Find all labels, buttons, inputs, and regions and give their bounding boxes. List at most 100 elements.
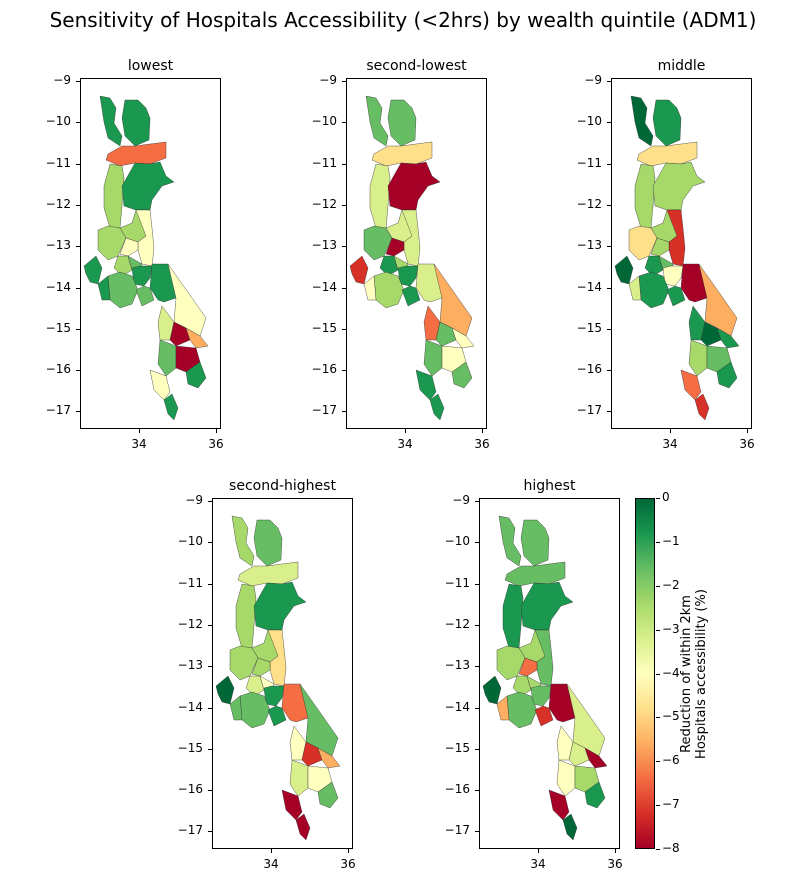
y-tick-label: −16 <box>444 782 470 797</box>
y-tick-label: −10 <box>576 114 602 129</box>
y-tick-mark <box>76 204 80 206</box>
colorbar-tick-label: −2 <box>662 577 680 592</box>
y-tick-label: −11 <box>45 155 71 170</box>
y-tick-mark <box>342 246 346 248</box>
district-region <box>652 161 706 211</box>
district-region <box>716 327 740 349</box>
district-region <box>289 759 309 797</box>
map-panel-highest: highest −9 −10 −11 −12 −13 −14 −15 −16 −17 34 36 <box>445 478 623 871</box>
district-region <box>317 747 341 769</box>
district-region <box>385 237 405 257</box>
y-tick-label: −11 <box>177 575 203 590</box>
district-region <box>520 581 574 631</box>
y-tick-label: −16 <box>576 362 602 377</box>
district-region <box>694 393 710 421</box>
y-tick-mark <box>342 411 346 413</box>
y-tick-mark <box>342 163 346 165</box>
district-region <box>423 305 441 341</box>
district-region <box>99 95 123 147</box>
y-tick-mark <box>475 542 479 544</box>
y-tick-mark <box>475 790 479 792</box>
map-panel-second-lowest: second-lowest −9 −10 −11 −12 −13 −14 −15 −16 −17 3… <box>312 58 490 451</box>
district-region <box>482 675 502 705</box>
district-map <box>614 95 740 421</box>
y-tick-mark <box>475 583 479 585</box>
district-region <box>512 675 532 697</box>
y-tick-mark <box>607 287 611 289</box>
y-tick-mark <box>475 748 479 750</box>
x-tick-label: 36 <box>607 857 623 871</box>
district-region <box>628 275 642 301</box>
district-region <box>556 725 574 761</box>
x-tick-mark <box>670 429 671 433</box>
y-tick-mark <box>607 163 611 165</box>
y-tick-label: −10 <box>444 534 470 549</box>
y-tick-label: −17 <box>444 823 470 838</box>
district-region <box>135 209 155 267</box>
y-tick-label: −12 <box>576 196 602 211</box>
panel-title: second-lowest <box>366 58 467 74</box>
y-tick-label: −14 <box>444 699 470 714</box>
district-region <box>371 141 433 167</box>
y-tick-mark <box>208 501 212 502</box>
district-region <box>349 255 369 285</box>
district-region <box>562 813 578 841</box>
district-region <box>245 675 265 697</box>
district-region <box>251 657 271 677</box>
x-tick-label: 34 <box>131 437 147 451</box>
district-region <box>105 141 167 167</box>
y-tick-label: −15 <box>45 320 71 335</box>
y-tick-label: −13 <box>311 238 337 253</box>
y-tick-label: −9 <box>319 73 337 87</box>
district-region <box>107 271 139 309</box>
district-region <box>163 393 179 421</box>
district-region <box>387 99 417 147</box>
district-region <box>638 271 670 309</box>
panel-title: second-highest <box>229 478 336 494</box>
district-region <box>253 519 283 567</box>
y-tick-label: −15 <box>444 740 470 755</box>
colorbar-tick-mark <box>656 629 660 631</box>
y-tick-mark <box>208 666 212 668</box>
y-tick-label: −13 <box>444 658 470 673</box>
district-region <box>650 237 670 257</box>
district-region <box>237 561 299 587</box>
district-region <box>235 583 257 649</box>
y-tick-label: −15 <box>177 740 203 755</box>
y-tick-label: −13 <box>576 238 602 253</box>
district-region <box>373 271 405 309</box>
colorbar-tick-mark <box>656 673 660 675</box>
y-tick-label: −11 <box>311 155 337 170</box>
x-tick-label: 34 <box>397 437 413 451</box>
y-tick-label: −17 <box>45 403 71 418</box>
colorbar-tick-label: −8 <box>662 841 680 855</box>
district-region <box>253 581 307 631</box>
district-region <box>229 695 243 721</box>
district-region <box>363 225 393 261</box>
x-tick-mark <box>216 429 217 433</box>
district-region <box>267 705 287 727</box>
district-region <box>680 369 702 401</box>
x-tick-label: 36 <box>474 437 490 451</box>
y-tick-label: −15 <box>576 320 602 335</box>
district-region <box>496 645 526 681</box>
district-region <box>652 99 682 147</box>
colorbar-tick-mark <box>656 849 660 850</box>
district-region <box>548 789 570 821</box>
y-tick-label: −14 <box>311 279 337 294</box>
y-tick-mark <box>208 583 212 585</box>
panel-title: highest <box>523 478 576 494</box>
district-region <box>135 285 155 307</box>
y-tick-label: −10 <box>311 114 337 129</box>
y-tick-label: −16 <box>45 362 71 377</box>
district-region <box>119 237 139 257</box>
district-region <box>301 741 323 767</box>
district-region <box>520 519 550 567</box>
y-tick-mark <box>208 831 212 833</box>
district-region <box>568 741 590 767</box>
colorbar-tick-label: −5 <box>662 709 680 724</box>
district-region <box>103 163 125 229</box>
district-region <box>423 339 443 377</box>
district-region <box>716 361 738 389</box>
district-region <box>215 675 235 705</box>
